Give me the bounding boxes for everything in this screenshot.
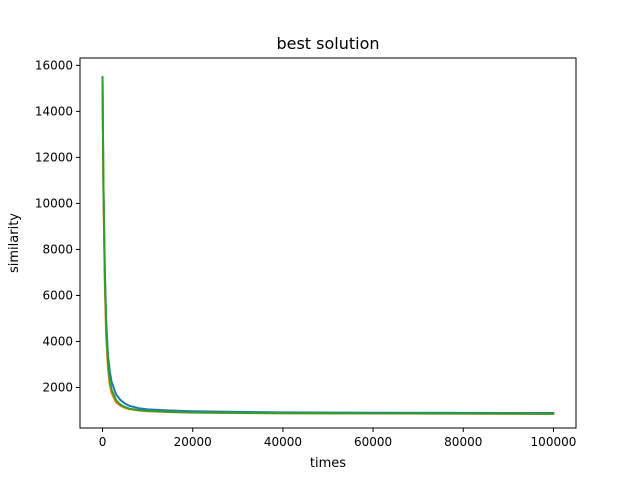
y-tick-label: 2000 <box>42 381 73 395</box>
y-tick-label: 10000 <box>35 196 73 210</box>
y-tick-label: 6000 <box>42 288 73 302</box>
y-tick-label: 12000 <box>35 150 73 164</box>
x-tick-label: 20000 <box>174 435 212 449</box>
x-axis-label: times <box>310 456 346 471</box>
y-tick-label: 8000 <box>42 242 73 256</box>
x-tick-label: 0 <box>99 435 107 449</box>
x-axis: 0 20000 40000 60000 80000 100000 <box>99 428 577 449</box>
y-tick-label: 4000 <box>42 334 73 348</box>
y-tick-label: 14000 <box>35 104 73 118</box>
y-tick-label: 16000 <box>35 58 73 72</box>
y-axis-label: similarity <box>7 213 22 273</box>
y-axis: 2000 4000 6000 8000 10000 12000 14000 16000 <box>35 58 80 395</box>
series-line-3 <box>101 75 555 415</box>
chart-title: best solution <box>276 34 379 53</box>
x-tick-label: 40000 <box>264 435 302 449</box>
x-tick-label: 80000 <box>444 435 482 449</box>
x-tick-label: 60000 <box>354 435 392 449</box>
x-tick-label: 100000 <box>531 435 577 449</box>
series-layer <box>101 75 555 415</box>
plot-frame <box>79 57 577 429</box>
